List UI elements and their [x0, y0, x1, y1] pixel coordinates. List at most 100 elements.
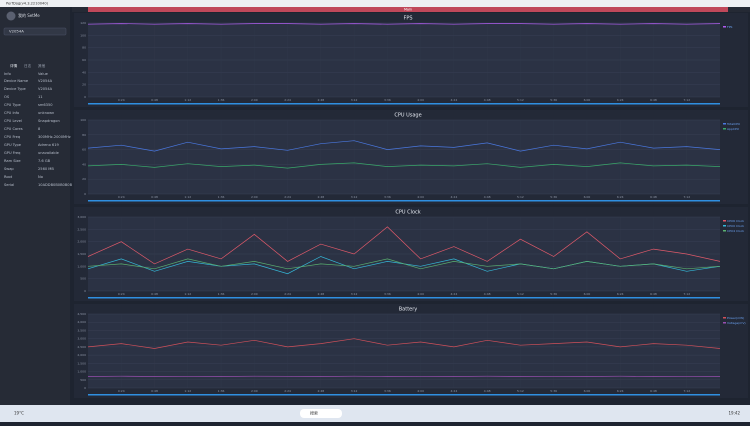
x-tick-label: 4:24: [451, 195, 458, 199]
x-tick-label: 1:36: [218, 389, 225, 393]
y-tick-label: 100: [80, 33, 86, 37]
x-tick-label: 6:24: [617, 292, 624, 296]
x-tick-label: 4:48: [484, 389, 491, 393]
y-tick-label: 40: [82, 70, 86, 74]
x-tick-label: 3:36: [384, 98, 391, 102]
y-tick-label: 60: [82, 58, 86, 62]
weather: 19°C: [14, 411, 24, 416]
search-box[interactable]: [300, 409, 342, 418]
legend-swatch: [723, 26, 726, 28]
x-tick-label: 3:36: [384, 389, 391, 393]
x-tick-label: 2:24: [284, 195, 291, 199]
table-cell: V2054A: [38, 87, 53, 91]
table-cell: OS: [4, 95, 10, 99]
y-tick-label: 3,000: [77, 215, 86, 219]
time-slider[interactable]: [88, 297, 720, 299]
y-tick-label: 40: [82, 162, 86, 166]
x-tick-label: 0:48: [151, 195, 158, 199]
table-cell: No: [38, 175, 43, 179]
x-tick-label: 5:12: [517, 292, 524, 296]
x-tick-label: 2:00: [251, 98, 258, 102]
x-tick-label: 6:00: [584, 195, 591, 199]
x-tick-label: 0:48: [151, 292, 158, 296]
clock: 19:42: [728, 411, 740, 416]
table-cell: V2054A: [38, 79, 53, 83]
legend-swatch: [723, 230, 726, 232]
y-tick-label: 2,500: [77, 227, 86, 231]
x-tick-label: 5:36: [550, 98, 557, 102]
y-tick-label: 120: [80, 21, 86, 25]
y-tick-label: 60: [82, 148, 86, 152]
time-slider[interactable]: [88, 394, 720, 396]
legend-label: AppCPU: [727, 127, 739, 131]
table-cell: CPU Cores: [4, 127, 23, 131]
x-tick-label: 2:00: [251, 195, 258, 199]
y-tick-label: 4,500: [77, 312, 86, 316]
y-tick-label: 2,000: [77, 240, 86, 244]
x-tick-label: 6:48: [650, 389, 657, 393]
legend-swatch: [723, 123, 726, 125]
plot-area: [88, 314, 720, 388]
x-tick-label: 2:24: [284, 389, 291, 393]
x-tick-label: 6:00: [584, 292, 591, 296]
y-tick-label: 80: [82, 46, 86, 50]
x-tick-label: 0:48: [151, 98, 158, 102]
x-tick-label: 6:24: [617, 389, 624, 393]
x-tick-label: 4:24: [451, 98, 458, 102]
x-tick-label: 6:48: [650, 292, 657, 296]
y-tick-label: 500: [80, 378, 86, 382]
title-bar: [0, 0, 750, 7]
panel-tab: 详情: [10, 63, 18, 68]
chart-title: CPU Clock: [395, 210, 420, 216]
window-title: PerfDog(v4.3.2210040): [6, 2, 49, 6]
table-cell: 300MHz-2000MHz: [38, 135, 71, 139]
x-tick-label: 0:48: [151, 389, 158, 393]
x-tick-label: 5:36: [550, 389, 557, 393]
x-tick-label: 6:24: [617, 195, 624, 199]
device-name: V2054A: [9, 29, 24, 34]
x-tick-label: 0:24: [118, 292, 125, 296]
x-tick-label: 3:12: [351, 195, 358, 199]
x-tick-label: 2:00: [251, 292, 258, 296]
table-cell: 10ADDB0B0B0B0B: [38, 183, 73, 187]
y-tick-label: 0: [84, 192, 86, 196]
y-tick-label: 0: [84, 95, 86, 99]
x-tick-label: 6:48: [650, 195, 657, 199]
x-tick-label: 3:12: [351, 292, 358, 296]
x-tick-label: 7:12: [683, 195, 690, 199]
chart-title: FPS: [403, 16, 412, 22]
legend-swatch: [723, 225, 726, 227]
table-cell: CPU Freq: [4, 135, 20, 139]
time-slider[interactable]: [88, 103, 720, 105]
x-tick-label: 2:24: [284, 98, 291, 102]
table-cell: sm6350: [38, 103, 53, 107]
legend-label: Power(mW): [727, 316, 744, 320]
y-tick-label: 1,000: [77, 264, 86, 268]
y-tick-label: 2,000: [77, 353, 86, 357]
x-tick-label: 7:12: [683, 389, 690, 393]
table-cell: Ram Size: [4, 159, 21, 163]
x-tick-label: 2:48: [317, 195, 324, 199]
table-cell: unavailable: [38, 151, 60, 155]
table-cell: Serial: [4, 183, 14, 187]
table-cell: 7.6 GB: [38, 159, 51, 163]
table-cell: Snapdragon: [38, 119, 60, 123]
x-tick-label: 0:24: [118, 98, 125, 102]
panel-tab: 其他: [38, 63, 46, 68]
y-tick-label: 0: [84, 386, 86, 390]
x-tick-label: 3:36: [384, 195, 391, 199]
x-tick-label: 5:36: [550, 292, 557, 296]
legend-label: CPU6 Clock: [727, 219, 744, 223]
y-tick-label: 80: [82, 133, 86, 137]
time-slider[interactable]: [88, 200, 720, 202]
y-tick-label: 4,000: [77, 320, 86, 324]
x-tick-label: 4:24: [451, 389, 458, 393]
table-header: Value: [38, 72, 49, 76]
x-tick-label: 6:00: [584, 98, 591, 102]
x-tick-label: 4:00: [417, 292, 424, 296]
table-cell: GPU Type: [4, 143, 22, 147]
chart-title: Battery: [399, 307, 418, 313]
x-tick-label: 4:00: [417, 195, 424, 199]
table-cell: 2560 MB: [38, 167, 54, 171]
